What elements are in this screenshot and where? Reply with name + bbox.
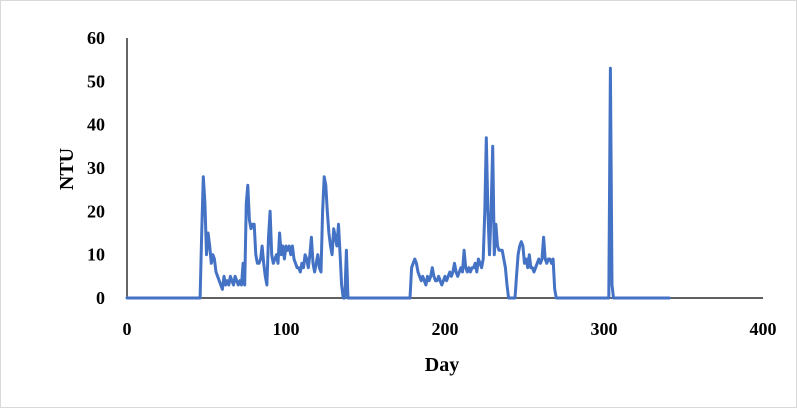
y-tick-label: 40 [87,115,105,135]
y-tick-label: 10 [87,245,105,265]
x-tick-label: 200 [432,319,459,339]
y-axis-title: NTU [56,148,78,190]
y-tick-label: 30 [87,158,105,178]
x-tick-label: 300 [591,319,618,339]
x-axis-title: Day [425,354,459,376]
y-tick-label: 0 [96,288,105,308]
y-tick-label: 60 [87,28,105,48]
x-tick-label: 400 [750,319,777,339]
series-line-ntu [125,66,671,300]
x-axis-tick-labels: 0 100 200 300 400 [123,319,777,339]
x-tick-label: 0 [123,319,132,339]
y-axis-tick-labels: 0 10 20 30 40 50 60 [87,28,105,308]
x-tick-label: 100 [273,319,300,339]
y-tick-label: 20 [87,201,105,221]
y-tick-label: 50 [87,71,105,91]
